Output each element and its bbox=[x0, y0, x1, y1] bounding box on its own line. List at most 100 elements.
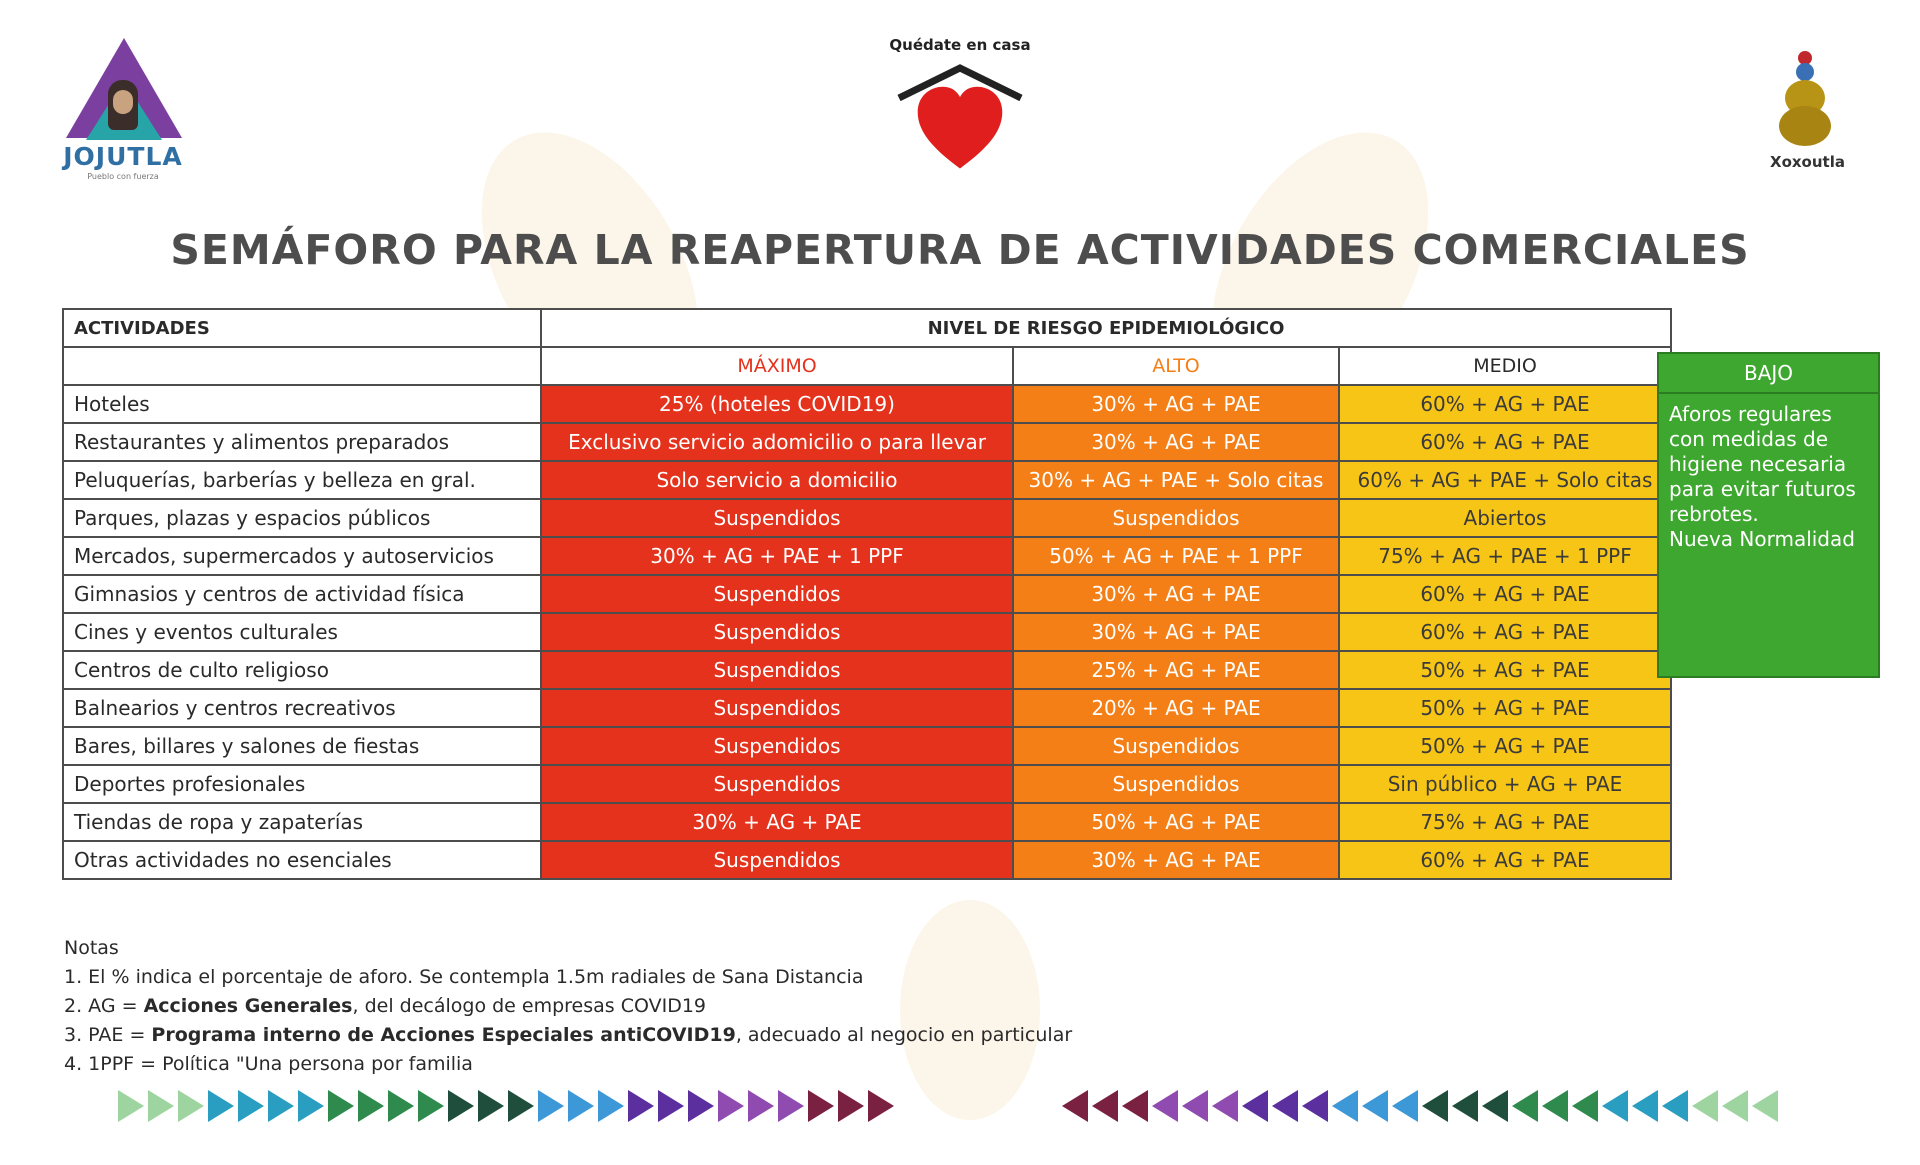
bajo-description: Aforos regulares con medidas de higiene … bbox=[1669, 402, 1856, 526]
arrow-left-icon bbox=[1302, 1090, 1328, 1122]
arrow-right-icon bbox=[688, 1090, 714, 1122]
alto-cell: 30% + AG + PAE bbox=[1012, 612, 1340, 652]
medio-cell: 50% + AG + PAE bbox=[1338, 688, 1672, 728]
note-2-suffix: , del decálogo de empresas COVID19 bbox=[352, 995, 707, 1017]
medio-cell: 60% + AG + PAE bbox=[1338, 574, 1672, 614]
arrow-left-icon bbox=[1632, 1090, 1658, 1122]
arrow-right-icon bbox=[328, 1090, 354, 1122]
alto-cell: 25% + AG + PAE bbox=[1012, 650, 1340, 690]
medio-cell: 60% + AG + PAE bbox=[1338, 840, 1672, 880]
arrow-right-icon bbox=[868, 1090, 894, 1122]
arrow-right-icon bbox=[178, 1090, 204, 1122]
arrow-right-icon bbox=[118, 1090, 144, 1122]
arrow-right-icon bbox=[418, 1090, 444, 1122]
table-row: Deportes profesionales Suspendidos Suspend… bbox=[62, 764, 1672, 804]
arrow-right-icon bbox=[148, 1090, 174, 1122]
maximo-cell: 30% + AG + PAE bbox=[540, 802, 1014, 842]
activity-cell: Otras actividades no esenciales bbox=[62, 840, 542, 880]
arrow-right-icon bbox=[568, 1090, 594, 1122]
maximo-cell: Solo servicio a domicilio bbox=[540, 460, 1014, 500]
arrow-left-icon bbox=[1152, 1090, 1178, 1122]
activity-cell: Peluquerías, barberías y belleza en gral… bbox=[62, 460, 542, 500]
table-row: Gimnasios y centros de actividad física S… bbox=[62, 574, 1672, 614]
house-roof-icon bbox=[897, 64, 1023, 102]
alto-cell: 20% + AG + PAE bbox=[1012, 688, 1340, 728]
arrow-left-icon bbox=[1242, 1090, 1268, 1122]
level-bajo-header: BAJO bbox=[1659, 354, 1878, 394]
level-medio-header: MEDIO bbox=[1338, 346, 1672, 386]
medio-cell: 50% + AG + PAE bbox=[1338, 650, 1672, 690]
arrow-left-icon bbox=[1332, 1090, 1358, 1122]
activity-cell: Restaurantes y alimentos preparados bbox=[62, 422, 542, 462]
maximo-cell: Suspendidos bbox=[540, 498, 1014, 538]
xoxoutla-logo: Xoxoutla bbox=[1770, 50, 1845, 180]
table-row: Balnearios y centros recreativos Suspendi… bbox=[62, 688, 1672, 728]
arrow-right-icon bbox=[478, 1090, 504, 1122]
arrow-left-icon bbox=[1512, 1090, 1538, 1122]
arrow-left-icon bbox=[1752, 1090, 1778, 1122]
arrow-left-icon bbox=[1122, 1090, 1148, 1122]
arrow-left-icon bbox=[1362, 1090, 1388, 1122]
arrow-left-icon bbox=[1452, 1090, 1478, 1122]
activity-cell: Mercados, supermercados y autoservicios bbox=[62, 536, 542, 576]
arrow-left-icon bbox=[1482, 1090, 1508, 1122]
table-row: Peluquerías, barberías y belleza en gral… bbox=[62, 460, 1672, 500]
medio-cell: 60% + AG + PAE bbox=[1338, 612, 1672, 652]
empty-header-cell bbox=[62, 346, 542, 386]
arrow-right-icon bbox=[748, 1090, 774, 1122]
arrow-right-icon bbox=[388, 1090, 414, 1122]
arrow-right-icon bbox=[628, 1090, 654, 1122]
medio-cell: 60% + AG + PAE bbox=[1338, 384, 1672, 424]
arrow-left-icon bbox=[1662, 1090, 1688, 1122]
house-heart-icon bbox=[917, 86, 1003, 169]
medio-cell: 75% + AG + PAE + 1 PPF bbox=[1338, 536, 1672, 576]
arrow-right-icon bbox=[658, 1090, 684, 1122]
maximo-cell: 25% (hoteles COVID19) bbox=[540, 384, 1014, 424]
quedate-en-casa-logo: Quédate en casa bbox=[885, 36, 1035, 181]
notes-heading: Notas bbox=[64, 937, 119, 959]
table-row: Restaurantes y alimentos preparados Exclu… bbox=[62, 422, 1672, 462]
reopening-table: ACTIVIDADES NIVEL DE RIESGO EPIDEMIOLÓGI… bbox=[62, 308, 1672, 880]
activity-cell: Balnearios y centros recreativos bbox=[62, 688, 542, 728]
alto-cell: Suspendidos bbox=[1012, 764, 1340, 804]
alto-cell: 50% + AG + PAE bbox=[1012, 802, 1340, 842]
medio-cell: 50% + AG + PAE bbox=[1338, 726, 1672, 766]
maximo-cell: 30% + AG + PAE + 1 PPF bbox=[540, 536, 1014, 576]
arrow-right-icon bbox=[358, 1090, 384, 1122]
table-row: Bares, billares y salones de fiestas Susp… bbox=[62, 726, 1672, 766]
decorative-arrows-left bbox=[1062, 1090, 1782, 1124]
level-alto-header: ALTO bbox=[1012, 346, 1340, 386]
table-header-row: ACTIVIDADES NIVEL DE RIESGO EPIDEMIOLÓGI… bbox=[62, 308, 1672, 348]
medio-cell: 60% + AG + PAE bbox=[1338, 422, 1672, 462]
arrow-right-icon bbox=[298, 1090, 324, 1122]
figure-statue-icon bbox=[1779, 51, 1831, 146]
activity-cell: Parques, plazas y espacios públicos bbox=[62, 498, 542, 538]
arrow-left-icon bbox=[1272, 1090, 1298, 1122]
arrow-right-icon bbox=[448, 1090, 474, 1122]
note-3-bold: Programa interno de Acciones Especiales … bbox=[151, 1024, 736, 1046]
quedate-en-casa-text: Quédate en casa bbox=[889, 36, 1031, 54]
table-row: Parques, plazas y espacios públicos Suspe… bbox=[62, 498, 1672, 538]
jojutla-logo: JOJUTLA Pueblo con fuerza bbox=[58, 38, 188, 188]
activity-cell: Tiendas de ropa y zapaterías bbox=[62, 802, 542, 842]
level-bajo-text: Aforos regulares con medidas de higiene … bbox=[1659, 394, 1878, 560]
page-title: SEMÁFORO PARA LA REAPERTURA DE ACTIVIDAD… bbox=[170, 226, 1750, 274]
activity-cell: Deportes profesionales bbox=[62, 764, 542, 804]
activity-cell: Bares, billares y salones de fiestas bbox=[62, 726, 542, 766]
arrow-right-icon bbox=[598, 1090, 624, 1122]
medio-cell: 75% + AG + PAE bbox=[1338, 802, 1672, 842]
arrow-left-icon bbox=[1722, 1090, 1748, 1122]
maximo-cell: Suspendidos bbox=[540, 840, 1014, 880]
maximo-cell: Suspendidos bbox=[540, 726, 1014, 766]
table-row: Otras actividades no esenciales Suspendid… bbox=[62, 840, 1672, 880]
arrow-left-icon bbox=[1392, 1090, 1418, 1122]
table-row: Centros de culto religioso Suspendidos 25%… bbox=[62, 650, 1672, 690]
note-2-bold: Acciones Generales bbox=[143, 995, 353, 1017]
alto-cell: 30% + AG + PAE bbox=[1012, 840, 1340, 880]
note-3: 3. PAE = Programa interno de Acciones Es… bbox=[64, 1021, 1072, 1050]
notes-section: Notas 1. El % indica el porcentaje de af… bbox=[64, 934, 1072, 1079]
alto-cell: Suspendidos bbox=[1012, 726, 1340, 766]
level-bajo-column: BAJO Aforos regulares con medidas de hig… bbox=[1657, 352, 1880, 678]
bajo-nueva-normalidad: Nueva Normalidad bbox=[1669, 527, 1855, 551]
activity-cell: Centros de culto religioso bbox=[62, 650, 542, 690]
